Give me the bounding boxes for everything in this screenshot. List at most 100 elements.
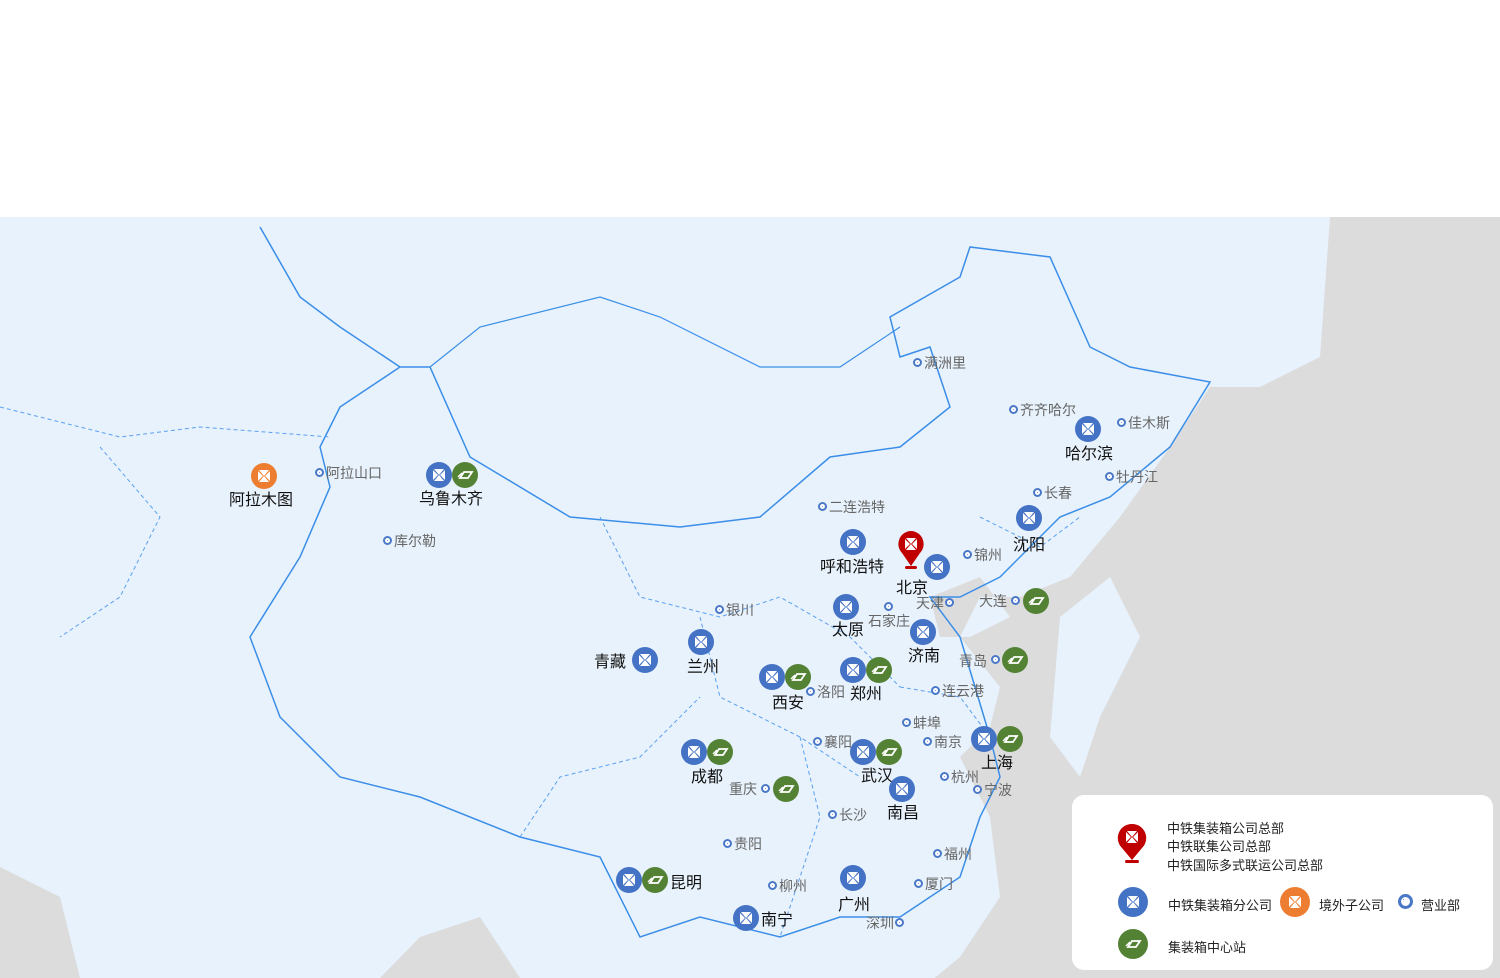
city-label: 呼和浩特	[819, 557, 885, 576]
city-label: 深圳	[866, 916, 894, 932]
branch-marker-icon[interactable]	[688, 629, 714, 655]
china-border	[249, 226, 1212, 938]
branch-marker-icon[interactable]	[971, 726, 997, 752]
office-marker[interactable]	[1105, 472, 1114, 481]
branch-marker-icon[interactable]	[1075, 416, 1101, 442]
hq-marker-icon[interactable]	[897, 530, 925, 570]
office-marker[interactable]	[813, 737, 822, 746]
map-legend: 中铁集装箱公司总部 中铁联集公司总部 中铁国际多式联运公司总部 中铁集装箱分公司…	[1072, 795, 1493, 970]
office-marker[interactable]	[383, 536, 392, 545]
office-marker[interactable]	[828, 810, 837, 819]
office-marker[interactable]	[933, 849, 942, 858]
city-label: 西安	[771, 693, 805, 712]
branch-icon	[1118, 887, 1148, 917]
office-marker[interactable]	[315, 468, 324, 477]
branch-marker-icon[interactable]	[833, 594, 859, 620]
city-label: 南京	[934, 735, 962, 751]
office-marker[interactable]	[806, 687, 815, 696]
office-marker[interactable]	[914, 879, 923, 888]
office-marker[interactable]	[895, 918, 904, 927]
branch-marker-icon[interactable]	[632, 647, 658, 673]
legend-center: 集装箱中心站	[1168, 941, 1247, 956]
city-label: 青岛	[959, 654, 987, 670]
branch-marker-icon[interactable]	[840, 529, 866, 555]
city-label: 沈阳	[1012, 535, 1046, 554]
city-label: 石家庄	[868, 614, 910, 630]
china-map[interactable]: 乌鲁木齐 阿拉木图 哈尔滨 沈阳 呼和浩特 北京 太原 济南 兰州 青藏 西安 郑州 成都 武汉 上海 南昌昆…	[0, 217, 1500, 978]
office-icon	[1398, 894, 1413, 909]
office-marker[interactable]	[884, 602, 893, 611]
container-center-marker-icon[interactable]	[642, 867, 668, 893]
city-label: 福州	[944, 847, 972, 863]
office-marker[interactable]	[913, 358, 922, 367]
city-label: 连云港	[942, 684, 984, 700]
branch-marker-icon[interactable]	[910, 619, 936, 645]
legend-hq-line: 中铁联集公司总部	[1167, 840, 1272, 855]
office-marker[interactable]	[1117, 418, 1126, 427]
branch-marker-icon[interactable]	[889, 776, 915, 802]
city-label: 郑州	[849, 684, 883, 703]
container-center-marker-icon[interactable]	[452, 462, 478, 488]
branch-marker-icon[interactable]	[840, 657, 866, 683]
city-label: 上海	[980, 753, 1014, 772]
city-label: 杭州	[951, 770, 979, 786]
office-marker[interactable]	[1011, 596, 1020, 605]
branch-marker-icon[interactable]	[850, 739, 876, 765]
office-marker[interactable]	[923, 737, 932, 746]
city-label: 牡丹江	[1116, 470, 1158, 486]
legend-overseas: 境外子公司	[1319, 899, 1385, 914]
office-marker[interactable]	[945, 598, 954, 607]
container-center-marker-icon[interactable]	[707, 739, 733, 765]
city-label: 阿拉木图	[228, 490, 294, 509]
city-label: 南昌	[886, 803, 920, 822]
legend-hq-line: 中铁国际多式联运公司总部	[1167, 859, 1324, 874]
office-marker[interactable]	[973, 785, 982, 794]
city-label: 成都	[690, 767, 724, 786]
container-center-marker-icon[interactable]	[866, 657, 892, 683]
city-label: 贵阳	[734, 837, 762, 853]
branch-marker-icon[interactable]	[616, 867, 642, 893]
container-center-marker-icon[interactable]	[876, 739, 902, 765]
legend-office: 营业部	[1421, 899, 1461, 914]
city-label: 兰州	[686, 657, 720, 676]
container-center-marker-icon[interactable]	[997, 726, 1023, 752]
office-marker[interactable]	[715, 605, 724, 614]
city-label: 二连浩特	[829, 500, 885, 516]
branch-marker-icon[interactable]	[681, 739, 707, 765]
office-marker[interactable]	[723, 839, 732, 848]
city-label: 太原	[831, 620, 865, 639]
legend-hq-line: 中铁集装箱公司总部	[1167, 822, 1285, 837]
overseas-icon	[1280, 887, 1310, 917]
branch-marker-icon[interactable]	[924, 554, 950, 580]
city-label: 蚌埠	[913, 716, 941, 732]
branch-marker-icon[interactable]	[426, 462, 452, 488]
city-label: 乌鲁木齐	[418, 489, 484, 508]
city-label: 哈尔滨	[1064, 444, 1114, 463]
office-marker[interactable]	[931, 686, 940, 695]
office-marker[interactable]	[940, 772, 949, 781]
branch-marker-icon[interactable]	[733, 905, 759, 931]
office-marker[interactable]	[768, 881, 777, 890]
city-label: 南宁	[761, 910, 794, 929]
container-center-marker-icon[interactable]	[773, 776, 799, 802]
city-label: 长沙	[839, 808, 867, 824]
city-label: 昆明	[670, 873, 703, 892]
container-center-marker-icon[interactable]	[1023, 588, 1049, 614]
city-label: 银川	[726, 603, 754, 619]
branch-marker-icon[interactable]	[1016, 505, 1042, 531]
city-label: 天津	[916, 596, 944, 612]
office-marker[interactable]	[991, 655, 1000, 664]
container-center-marker-icon[interactable]	[785, 664, 811, 690]
overseas-marker-icon[interactable]	[251, 463, 277, 489]
container-center-icon	[1118, 929, 1148, 959]
office-marker[interactable]	[818, 502, 827, 511]
office-marker[interactable]	[963, 550, 972, 559]
office-marker[interactable]	[761, 784, 770, 793]
office-marker[interactable]	[1033, 488, 1042, 497]
branch-marker-icon[interactable]	[759, 664, 785, 690]
hq-pin-icon	[1117, 823, 1147, 863]
container-center-marker-icon[interactable]	[1002, 647, 1028, 673]
branch-marker-icon[interactable]	[840, 865, 866, 891]
office-marker[interactable]	[902, 718, 911, 727]
office-marker[interactable]	[1009, 405, 1018, 414]
